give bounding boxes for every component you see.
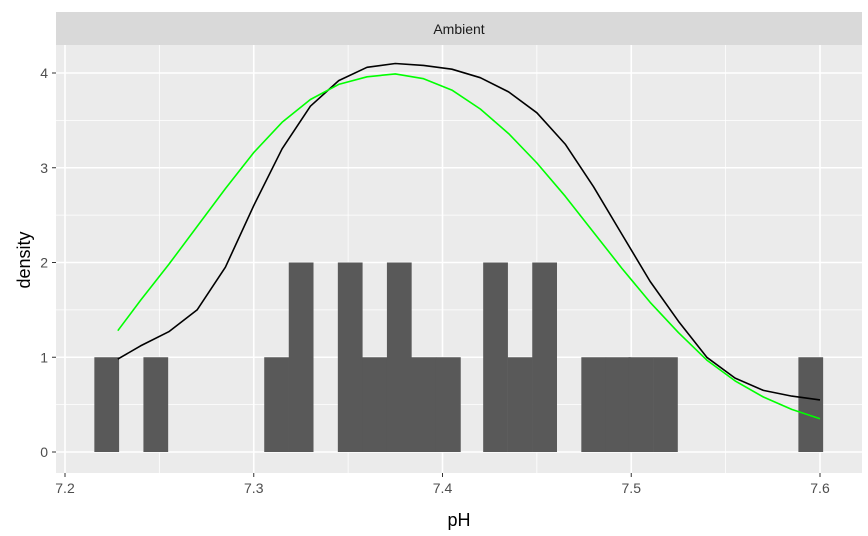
histogram-bar bbox=[532, 262, 557, 452]
x-axis-ticks bbox=[64, 473, 821, 477]
histogram-bar bbox=[264, 357, 289, 452]
facet-strip: Ambient bbox=[56, 12, 862, 45]
y-axis-tick-label: 4 bbox=[40, 65, 48, 81]
histogram-bars bbox=[94, 262, 824, 452]
y-axis-title: density bbox=[14, 231, 34, 288]
histogram-bar bbox=[386, 262, 412, 452]
histogram-bar bbox=[288, 262, 314, 452]
y-axis-tick-label: 1 bbox=[40, 349, 48, 365]
y-axis-tick-label: 0 bbox=[40, 444, 48, 460]
x-axis-tick-label: 7.2 bbox=[55, 480, 75, 496]
x-axis-tick-label: 7.4 bbox=[433, 480, 453, 496]
x-axis: 7.2 7.3 7.4 7.5 7.6 bbox=[55, 473, 830, 496]
histogram-bar bbox=[337, 262, 363, 452]
histogram-bar bbox=[411, 357, 437, 452]
histogram-bar bbox=[94, 357, 120, 452]
histogram-bar bbox=[798, 357, 824, 452]
y-axis-tick-label: 3 bbox=[40, 160, 48, 176]
histogram-bar bbox=[581, 357, 607, 452]
x-axis-labels: 7.2 7.3 7.4 7.5 7.6 bbox=[55, 480, 830, 496]
histogram-bar bbox=[483, 262, 508, 452]
histogram-bar bbox=[435, 357, 461, 452]
histogram-bar bbox=[653, 357, 678, 452]
density-curve bbox=[117, 73, 821, 420]
density-curve bbox=[117, 62, 821, 401]
facet-strip-background bbox=[56, 12, 862, 45]
histogram-bar bbox=[143, 357, 169, 452]
histogram-bar bbox=[605, 357, 631, 452]
density-curves bbox=[117, 62, 821, 420]
x-axis-title: pH bbox=[447, 510, 470, 530]
x-axis-tick-label: 7.3 bbox=[244, 480, 264, 496]
histogram-bar bbox=[628, 357, 654, 452]
histogram-bar bbox=[507, 357, 533, 452]
y-axis-tick-label: 2 bbox=[40, 255, 48, 271]
x-axis-tick-label: 7.5 bbox=[622, 480, 642, 496]
histogram-bar bbox=[362, 357, 388, 452]
y-axis-labels: 0 1 2 3 4 bbox=[40, 65, 48, 460]
y-axis-ticks bbox=[52, 72, 56, 453]
x-axis-tick-label: 7.6 bbox=[810, 480, 830, 496]
facet-strip-label: Ambient bbox=[433, 21, 484, 37]
y-axis: 0 1 2 3 4 bbox=[40, 65, 56, 460]
